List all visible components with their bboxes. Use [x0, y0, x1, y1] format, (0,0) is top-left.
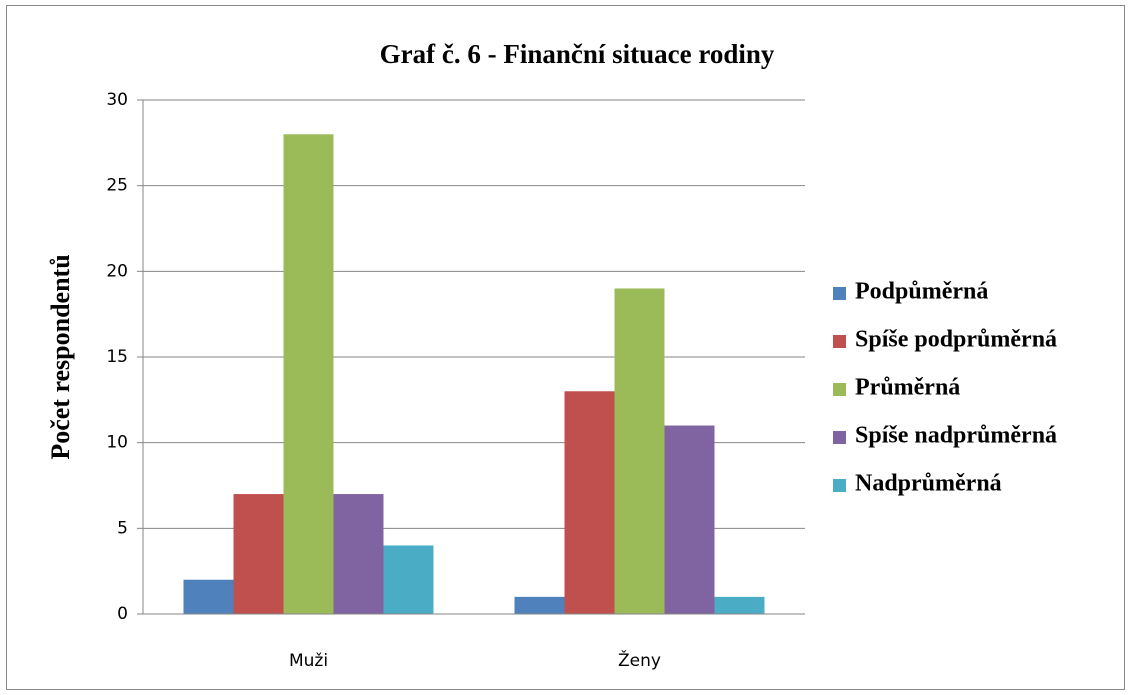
bar	[514, 596, 565, 614]
y-tick-label: 30	[106, 90, 128, 110]
bar	[614, 288, 665, 614]
legend-swatch	[833, 287, 846, 300]
x-tick-label: Ženy	[618, 649, 661, 671]
legend-label: Nadprůměrná	[855, 471, 1002, 497]
bar	[664, 425, 715, 614]
legend-label: Podpůměrná	[855, 279, 988, 305]
bar	[183, 579, 234, 614]
legend-swatch	[833, 431, 846, 444]
bar	[564, 391, 615, 614]
legend-swatch	[833, 479, 846, 492]
bar	[383, 545, 434, 614]
legend-swatch	[833, 335, 846, 348]
legend-label: Průměrná	[855, 375, 960, 401]
legend-label: Spíše nadprůměrná	[855, 423, 1057, 449]
bar	[333, 494, 384, 614]
y-tick-label: 5	[117, 518, 128, 538]
x-tick-label: Muži	[289, 651, 328, 671]
bar	[233, 494, 284, 614]
y-tick-label: 10	[106, 433, 128, 453]
y-axis-label: Počet respondentů	[46, 254, 75, 459]
legend-swatch	[833, 383, 846, 396]
y-tick-label: 15	[106, 347, 128, 367]
y-tick-label: 20	[106, 261, 128, 281]
y-tick-label: 0	[117, 604, 128, 624]
chart-title: Graf č. 6 - Finanční situace rodiny	[380, 39, 775, 69]
bar	[283, 134, 334, 614]
legend-label: Spíše podprůměrná	[855, 327, 1057, 353]
y-tick-label: 25	[106, 176, 128, 196]
bar	[714, 596, 765, 614]
